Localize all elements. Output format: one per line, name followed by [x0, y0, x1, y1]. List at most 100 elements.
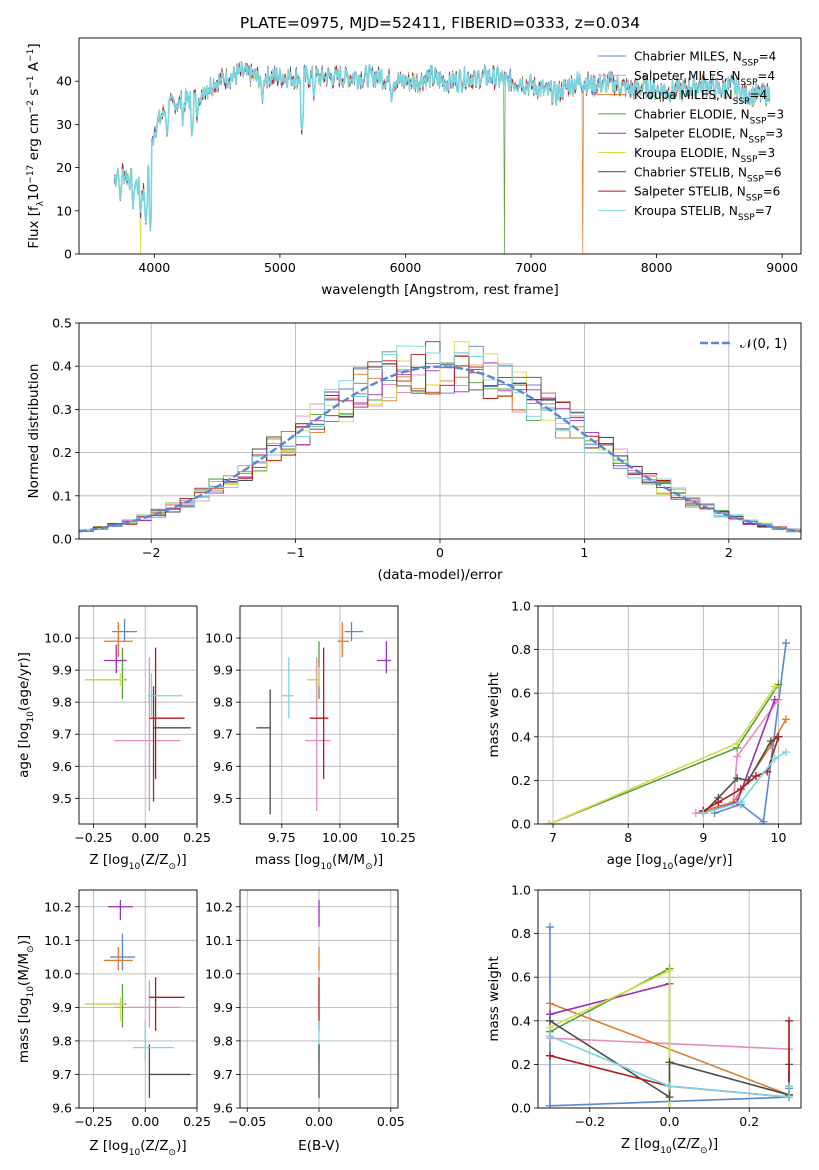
y-tick-label: 0.0	[511, 1101, 531, 1116]
weight-line-chabrier_miles	[714, 642, 787, 824]
x-tick-label: 0.00	[131, 830, 159, 845]
spectrum-frame	[78, 37, 802, 255]
weight-marker-chabrier_miles	[759, 817, 768, 824]
x-axis-label: Z [log10(Z/Z⊙)]	[89, 852, 186, 872]
y-tick-label: 9.9	[213, 1000, 233, 1015]
y-tick-label: 0.0	[511, 817, 531, 832]
x-tick-label: 1	[580, 545, 588, 560]
x-axis-label: Z [log10(Z/Z⊙)]	[621, 1136, 718, 1156]
frame-age_vs_mass	[239, 605, 399, 825]
weight-marker-salpeter_stelib	[785, 1016, 794, 1025]
y-axis-label: mass weight	[486, 672, 502, 757]
x-tick-label: −0.2	[575, 1114, 605, 1129]
y-tick-label: 9.8	[213, 1033, 233, 1048]
y-tick-label: 0.2	[52, 445, 72, 460]
frame-mass_vs_z	[78, 889, 198, 1109]
y-tick-label: 9.9	[52, 663, 72, 678]
weight-marker-kroupa_elodie	[665, 966, 674, 975]
x-axis-label: mass [log10(M/M⊙)]	[255, 852, 383, 872]
weights-weight_vs_z	[545, 923, 794, 1108]
y-tick-label: 0.6	[511, 970, 531, 985]
x-tick-label: −2	[142, 545, 160, 560]
legend-entry: Salpeter MILES, NSSP=4	[634, 69, 775, 88]
weight-marker-kroupa_elodie	[665, 1104, 674, 1108]
y-tick-label: 10.1	[44, 933, 72, 948]
y-tick-label: 9.6	[213, 1101, 233, 1116]
x-tick-label: 9000	[766, 260, 798, 275]
x-tick-label: 6000	[390, 260, 422, 275]
x-tick-label: −1	[286, 545, 304, 560]
y-tick-label: 0.2	[511, 1057, 531, 1072]
y-tick-label: 10.0	[44, 966, 72, 981]
x-tick-label: 10	[771, 830, 787, 845]
y-tick-label: 9.7	[213, 1067, 233, 1082]
errorbars-age_vs_z	[85, 618, 191, 812]
legend-entry: Kroupa STELIB, NSSP=7	[634, 204, 772, 223]
y-tick-label: 9.7	[213, 727, 233, 742]
normal-curve	[79, 365, 801, 533]
x-axis-label: (data-model)/error	[377, 567, 503, 583]
x-tick-label: 8	[624, 830, 632, 845]
y-tick-label: 0.4	[511, 729, 531, 744]
weight-line-kroupa_stelib	[549, 1035, 790, 1098]
histogram-kroupa_elodie	[79, 341, 801, 532]
weight-line-chabrier_elodie	[548, 684, 780, 824]
x-tick-label: 9	[699, 830, 707, 845]
y-tick-label: 0.3	[52, 402, 72, 417]
y-tick-label: 9.9	[52, 1000, 72, 1015]
y-tick-label: 10.0	[205, 966, 233, 981]
spectrum-line-chabrier_miles	[113, 61, 770, 226]
legend-entry: 𝒩(0, 1)	[740, 337, 787, 352]
frame-weight_vs_z	[537, 889, 802, 1109]
weights-weight_vs_age	[545, 639, 790, 824]
weight-marker-kroupa_stelib	[545, 1032, 554, 1041]
y-tick-label: 0	[64, 247, 72, 262]
weight-marker-salpeter_stelib	[545, 1051, 554, 1060]
y-tick-label: 1.0	[511, 599, 531, 614]
legend-entry: Kroupa ELODIE, NSSP=3	[634, 146, 775, 165]
weight-marker-salpeter_elodie	[770, 695, 779, 704]
weight-marker-kroupa_stelib	[770, 754, 779, 763]
weight-marker-kroupa_miles	[781, 715, 790, 724]
y-axis-label: mass weight	[486, 956, 502, 1041]
legend-entry: Salpeter STELIB, NSSP=6	[634, 185, 780, 204]
weight-marker-kroupa_stelib	[665, 1082, 674, 1091]
legend-entry: Chabrier ELODIE, NSSP=3	[634, 107, 784, 126]
legend-entry: Salpeter ELODIE, NSSP=3	[634, 127, 783, 146]
x-axis-label: Z [log10(Z/Z⊙)]	[89, 1138, 186, 1158]
y-axis-label: Flux [fλ10−17 erg cm−2 s−1 A−1]	[26, 43, 46, 248]
weight-line-kroupa_stelib	[703, 751, 787, 814]
errorbars-age_vs_mass	[256, 622, 392, 815]
frame-weight_vs_age	[537, 605, 802, 825]
x-axis-label: E(B-V)	[298, 1138, 340, 1154]
weight-line-chabrier_stelib	[702, 736, 779, 814]
weight-marker-salpeter_miles	[733, 752, 742, 761]
x-axis-label: wavelength [Angstrom, rest frame]	[321, 282, 559, 298]
weight-marker-chabrier_stelib	[665, 1093, 674, 1102]
x-tick-label: 7	[549, 830, 557, 845]
x-tick-label: 0.05	[377, 1114, 405, 1129]
y-tick-label: 0.1	[52, 488, 72, 503]
y-tick-label: 9.5	[52, 791, 72, 806]
y-tick-label: 9.6	[213, 759, 233, 774]
y-tick-label: 9.5	[213, 791, 233, 806]
histogram-salpeter_stelib	[79, 353, 801, 532]
x-tick-label: −0.05	[228, 1114, 266, 1129]
y-tick-label: 10.1	[205, 933, 233, 948]
weight-marker-chabrier_stelib	[665, 1058, 674, 1067]
x-tick-label: 10.00	[322, 830, 358, 845]
x-tick-label: 0.0	[660, 1114, 680, 1129]
weight-marker-chabrier_stelib	[545, 1016, 554, 1025]
x-tick-label: 9.75	[268, 830, 296, 845]
y-tick-label: 0.2	[511, 773, 531, 788]
x-tick-label: 7000	[515, 260, 547, 275]
y-tick-label: 40	[56, 74, 72, 89]
y-tick-label: 9.7	[52, 1067, 72, 1082]
chart-title: PLATE=0975, MJD=52411, FIBERID=0333, z=0…	[240, 14, 640, 32]
y-tick-label: 9.7	[52, 727, 72, 742]
y-tick-label: 0.5	[52, 316, 72, 331]
y-tick-label: 10.0	[44, 631, 72, 646]
weight-marker-kroupa_stelib	[699, 809, 708, 818]
spectrum-line-chabrier_stelib	[113, 61, 770, 228]
